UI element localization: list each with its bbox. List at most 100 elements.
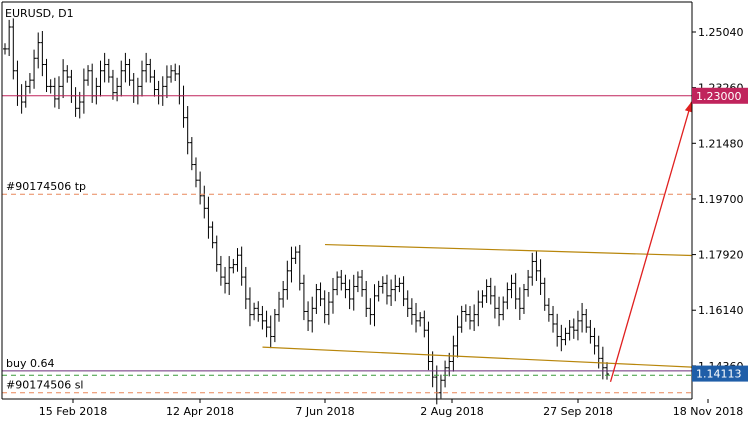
y-tick-label: 1.19700: [698, 193, 744, 206]
ohlc-bar: [264, 310, 269, 338]
ohlc-bar: [430, 351, 435, 388]
ohlc-bar: [335, 271, 340, 296]
ohlc-bar: [426, 321, 431, 371]
ohlc-bars: [3, 18, 609, 405]
take-profit-label: #90174506 tp: [6, 180, 86, 193]
ohlc-bar: [36, 32, 41, 69]
ohlc-bar: [397, 277, 402, 293]
ohlc-bar: [517, 287, 522, 320]
ohlc-bar: [497, 296, 502, 327]
ohlc-bar: [326, 291, 331, 325]
current-price-label: 1.14113: [696, 368, 742, 381]
ohlc-bar: [206, 196, 211, 239]
ohlc-bar: [61, 59, 66, 99]
target-price-badge: [692, 87, 748, 104]
ohlc-bar: [484, 279, 489, 303]
ohlc-bar: [393, 274, 398, 302]
horizontal-lines: #90174506 tp buy 0.64 #90174506 sl: [2, 95, 692, 394]
ohlc-bar: [347, 279, 352, 310]
ohlc-bar: [451, 335, 456, 372]
ohlc-bar: [526, 269, 531, 297]
ohlc-bar: [247, 287, 252, 327]
ohlc-bar: [293, 246, 298, 264]
ohlc-bar: [44, 58, 49, 93]
ohlc-bar: [343, 274, 348, 299]
y-tick-label: 1.16140: [698, 304, 744, 317]
ohlc-bar: [98, 60, 103, 97]
ohlc-bar: [534, 251, 539, 281]
ohlc-bar: [351, 274, 356, 311]
ohlc-bar: [148, 58, 153, 83]
channel-lines: [262, 243, 693, 368]
ohlc-bar: [530, 252, 535, 286]
ohlc-bar: [152, 69, 157, 97]
ohlc-bar: [127, 58, 132, 86]
ohlc-bar: [119, 60, 124, 97]
ohlc-bar: [223, 266, 228, 294]
ohlc-bar: [202, 185, 207, 219]
ohlc-bar: [368, 298, 373, 325]
current-price-badge: [692, 365, 748, 382]
ohlc-bar: [227, 256, 232, 295]
x-tick-label: 18 Nov 2018: [673, 405, 743, 418]
ohlc-bar: [384, 274, 389, 305]
x-tick-label: 27 Sep 2018: [543, 405, 613, 418]
ohlc-bar: [272, 308, 277, 343]
ohlc-bar: [488, 277, 493, 305]
ohlc-bar: [555, 313, 560, 347]
ohlc-bar: [3, 43, 7, 55]
ohlc-bar: [418, 312, 423, 327]
ohlc-bar: [339, 269, 344, 291]
ohlc-bar: [422, 310, 427, 338]
buy-label: buy 0.64: [6, 357, 54, 370]
ohlc-bar: [210, 221, 215, 249]
ohlc-bar: [492, 285, 497, 319]
ohlc-bar: [372, 284, 377, 327]
ohlc-bar: [447, 352, 452, 377]
ohlc-bar: [551, 305, 556, 333]
ohlc-bar: [459, 305, 464, 333]
y-tick-label: 1.25040: [698, 26, 744, 39]
y-tick-label: 1.21480: [698, 137, 744, 150]
ohlc-bar: [81, 68, 86, 114]
ohlc-bar: [567, 319, 572, 341]
stop-loss-label: #90174506 sl: [6, 379, 84, 392]
ohlc-bar: [592, 327, 597, 355]
ohlc-bar: [546, 298, 551, 322]
ohlc-bar: [575, 310, 580, 341]
ohlc-bar: [193, 157, 198, 188]
ohlc-bar: [65, 65, 70, 83]
chart-title: EURUSD, D1: [5, 7, 74, 20]
ohlc-bar: [318, 282, 323, 307]
ohlc-bar: [438, 374, 443, 399]
ohlc-bar: [509, 274, 514, 299]
ohlc-bar: [588, 319, 593, 344]
ohlc-bar: [414, 302, 419, 333]
ohlc-bar: [297, 244, 302, 291]
ohlc-bar: [376, 280, 381, 302]
ohlc-bar: [409, 298, 414, 325]
target-price-label: 1.23000: [696, 90, 742, 103]
price-axis: 1.250401.232601.214801.197001.179201.161…: [692, 26, 748, 382]
time-axis: 15 Feb 2018 12 Apr 2018 7 Jun 2018 2 Aug 20…: [39, 399, 743, 418]
ohlc-bar: [364, 280, 369, 317]
ohlc-bar: [472, 304, 477, 331]
ohlc-bar: [310, 296, 315, 333]
ohlc-bar: [235, 248, 240, 272]
ohlc-bar: [501, 296, 506, 321]
ohlc-bar: [476, 290, 481, 327]
ohlc-bar: [281, 280, 286, 308]
ohlc-bar: [169, 65, 174, 83]
ohlc-bar: [32, 49, 37, 89]
ohlc-bar: [301, 274, 306, 321]
channel-lower: [262, 346, 693, 368]
ohlc-bar: [243, 266, 248, 310]
ohlc-bar: [571, 318, 576, 339]
ohlc-bar: [380, 276, 385, 294]
arrow-shaft: [609, 101, 693, 382]
ohlc-bar: [252, 302, 257, 321]
ohlc-bar: [314, 283, 319, 314]
ohlc-bar: [322, 290, 327, 324]
